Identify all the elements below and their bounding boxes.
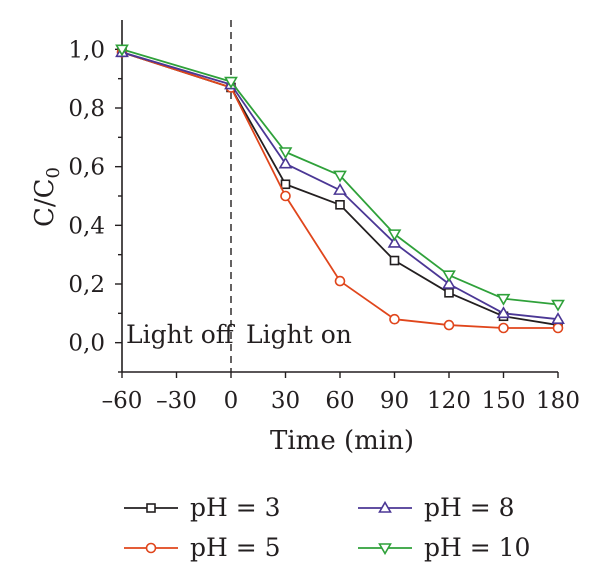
series-4 <box>115 44 565 312</box>
ticks: –60 –30 0 30 60 90 120 150 180 0,0 0,2 0,4 0,6 0,8 1,0 <box>68 37 580 414</box>
x-tick-label: 60 <box>325 388 354 414</box>
legend-label: pH = 10 <box>424 533 530 562</box>
legend: pH = 3 pH = 5 pH = 8 pH = 10 <box>124 493 530 562</box>
x-tick-label: 90 <box>380 388 409 414</box>
legend-label: pH = 5 <box>190 533 281 562</box>
data-point <box>552 322 564 334</box>
x-tick-label: 0 <box>224 388 239 414</box>
y-axis-title: C/C0 <box>30 167 64 227</box>
data-point <box>387 229 402 242</box>
y-tick-label: 0,0 <box>68 331 105 357</box>
data-point <box>278 147 293 160</box>
series-group <box>115 44 565 334</box>
data-point <box>444 287 454 298</box>
svg-text:C/C0: C/C0 <box>30 167 64 227</box>
legend-item: pH = 5 <box>124 533 281 562</box>
series-line <box>121 51 558 329</box>
data-point <box>443 319 455 331</box>
y-axis-title-main: C/C <box>30 178 60 227</box>
data-point <box>389 313 400 325</box>
legend-label: pH = 8 <box>424 493 515 522</box>
legend-marker <box>145 542 157 554</box>
x-tick-label: 30 <box>271 388 300 414</box>
series-3 <box>115 45 565 325</box>
data-point <box>442 270 456 283</box>
x-tick-label: 180 <box>536 388 580 414</box>
data-point <box>334 275 346 287</box>
legend-marker <box>146 503 156 513</box>
x-tick-label: –60 <box>102 388 143 414</box>
data-point <box>224 76 238 89</box>
x-tick-label: 150 <box>482 388 526 414</box>
y-tick-label: 0,2 <box>68 272 105 298</box>
legend-marker <box>378 543 392 556</box>
data-point <box>551 299 565 312</box>
data-point <box>387 235 402 248</box>
legend-item: pH = 8 <box>358 493 515 522</box>
y-tick-label: 0,8 <box>68 96 105 122</box>
data-point <box>389 255 400 266</box>
series-line <box>121 51 559 321</box>
y-tick-label: 0,4 <box>68 213 105 239</box>
data-point <box>442 276 456 289</box>
data-point <box>551 312 565 325</box>
data-point <box>496 306 511 319</box>
data-point <box>496 293 511 306</box>
data-point <box>498 322 509 334</box>
data-point <box>280 190 291 202</box>
y-tick-label: 1,0 <box>68 37 105 63</box>
legend-label: pH = 3 <box>190 493 281 522</box>
data-point <box>115 44 129 57</box>
data-point <box>333 170 347 183</box>
legend-marker <box>378 500 392 513</box>
y-axis-title-sub: 0 <box>43 167 64 178</box>
annotation-light-on: Light on <box>246 320 352 349</box>
y-tick-label: 0,6 <box>68 155 105 181</box>
legend-item: pH = 10 <box>358 533 530 562</box>
annotation-light-off: Light off <box>126 320 236 349</box>
x-axis-title: Time (min) <box>270 426 414 456</box>
data-point <box>335 200 345 210</box>
annotations: Light off Light on <box>126 320 352 349</box>
x-tick-label: –30 <box>156 388 197 414</box>
data-point <box>278 156 293 169</box>
legend-item: pH = 3 <box>124 493 281 522</box>
x-tick-label: 120 <box>427 388 471 414</box>
data-point <box>280 179 291 190</box>
series-line <box>121 48 559 306</box>
data-point <box>333 183 347 195</box>
